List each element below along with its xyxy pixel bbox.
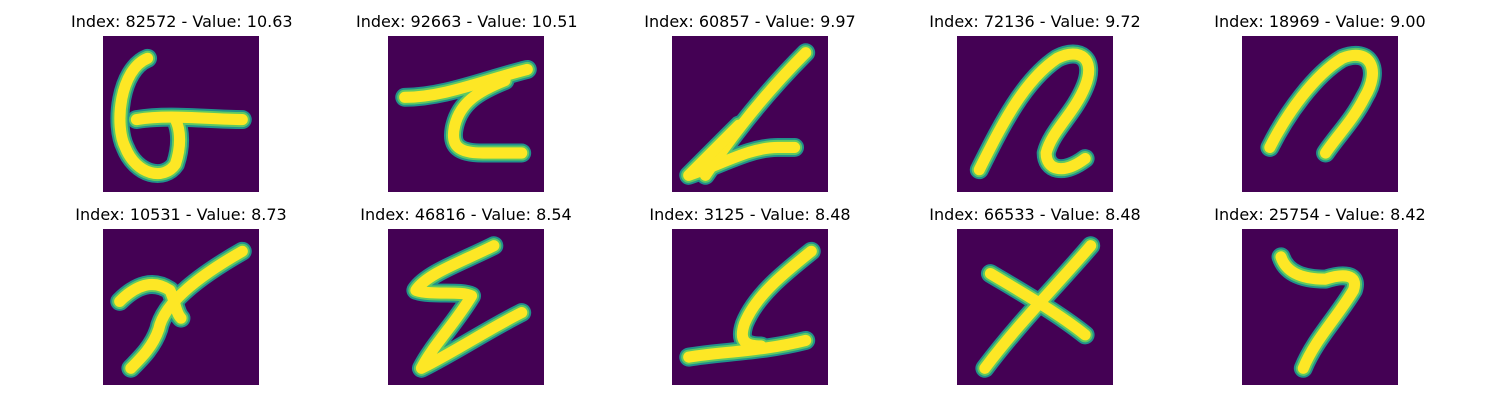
panel-title: Index: 72136 - Value: 9.72: [929, 12, 1141, 31]
panel-title: Index: 82572 - Value: 10.63: [71, 12, 293, 31]
digit-image: [1242, 229, 1398, 385]
panel-title: Index: 46816 - Value: 8.54: [360, 205, 572, 224]
panel-title: Index: 3125 - Value: 8.48: [649, 205, 851, 224]
digit-image: [957, 36, 1113, 192]
digit-glyph-seven: [1242, 229, 1398, 385]
digit-glyph-slanted-l: [672, 36, 828, 192]
digit-glyph-zigzag: [388, 229, 544, 385]
digit-glyph-y: [103, 229, 259, 385]
digit-glyph-s-hook: [672, 229, 828, 385]
panel-title: Index: 60857 - Value: 9.97: [644, 12, 856, 31]
digit-image: [1242, 36, 1398, 192]
digit-glyph-x: [957, 229, 1113, 385]
digit-glyph-n-arch: [1242, 36, 1398, 192]
digit-glyph-z-bar: [388, 36, 544, 192]
panel-title: Index: 25754 - Value: 8.42: [1214, 205, 1426, 224]
digit-image: [103, 36, 259, 192]
panel-title: Index: 18969 - Value: 9.00: [1214, 12, 1426, 31]
digit-image: [672, 36, 828, 192]
digit-image: [103, 229, 259, 385]
digit-image: [388, 36, 544, 192]
panel-title: Index: 92663 - Value: 10.51: [356, 12, 578, 31]
panel-title: Index: 10531 - Value: 8.73: [75, 205, 287, 224]
panel-title: Index: 66533 - Value: 8.48: [929, 205, 1141, 224]
digit-image: [388, 229, 544, 385]
digit-glyph-g: [103, 36, 259, 192]
digit-glyph-n-curl: [957, 36, 1113, 192]
digit-image: [957, 229, 1113, 385]
digit-image: [672, 229, 828, 385]
